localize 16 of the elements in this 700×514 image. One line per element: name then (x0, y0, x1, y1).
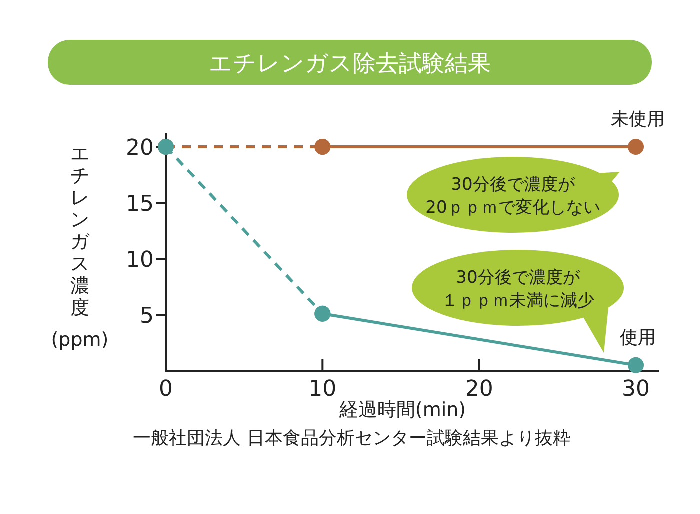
x-tick-label: 30 (622, 377, 650, 402)
series-label: 使用 (620, 327, 656, 348)
annotation: 30分後で濃度が20ｐｐｍで変化しない (426, 175, 600, 218)
x-axis-title: 経過時間(min) (338, 399, 466, 421)
y-tick-label: 15 (126, 192, 154, 217)
y-tick-label: 10 (126, 248, 154, 273)
y-tick-label: 5 (140, 304, 154, 329)
chart-title: エチレンガス除去試験結果 (209, 51, 491, 77)
x-tick-label: 0 (159, 377, 173, 402)
text: 一般社団法人 日本食品分析センター試験結果より抜粋 (133, 428, 571, 449)
y-tick-label: 20 (126, 136, 154, 161)
x-tick-label: 10 (308, 377, 337, 402)
series-label: 未使用 (611, 109, 665, 130)
x-tick-label: 20 (465, 377, 494, 402)
text: エチレンガス濃度(ppm) (51, 143, 109, 351)
annotation: 30分後で濃度が１ｐｐｍ未満に減少 (442, 268, 594, 311)
